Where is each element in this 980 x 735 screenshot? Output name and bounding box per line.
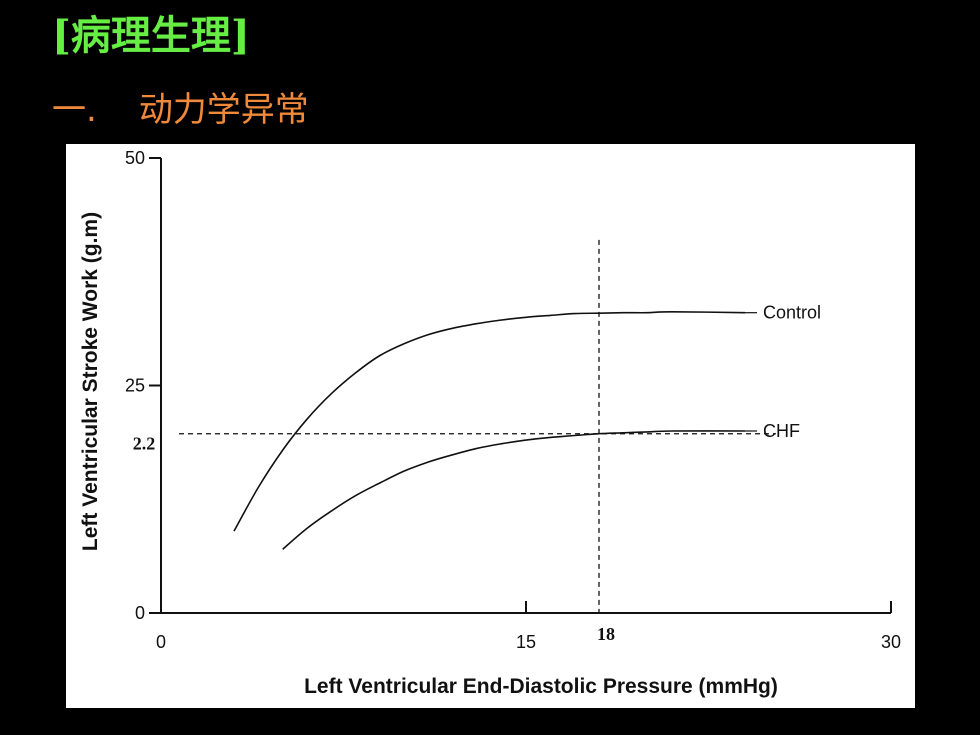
slide-title: [病理生理] [52,12,250,59]
chart-series [233,310,757,550]
series-label-control: Control [763,303,821,323]
series-label-chf: CHF [763,421,800,441]
series-line-control [233,310,746,532]
x-tick-label: 30 [881,632,901,652]
chart: 0 25 50 0 15 30 18 2.2 Control CHF Left Ventricul… [79,148,901,698]
y-axis-label: Left Ventricular Stroke Work (g.m) [79,212,102,551]
x-axis-label: Left Ventricular End-Diastolic Pressure … [304,675,778,698]
chart-panel: 0 25 50 0 15 30 18 2.2 Control CHF Left Ventricul… [66,144,915,708]
y-tick-label: 50 [125,148,145,168]
reference-guides [179,239,776,613]
subtitle-number: 一. [52,90,97,130]
series-line-chf [282,430,746,550]
y-tick-label: 25 [125,376,145,396]
subtitle-text: 动力学异常 [138,90,309,130]
x-tick-label: 15 [516,632,536,652]
y-reference-label: 2.2 [133,434,156,454]
chart-axes: 0 25 50 0 15 30 [125,148,901,652]
chart-labels: 18 2.2 Control CHF Left Ventricular End-Dias… [79,212,821,698]
slide-subtitle: 一. 动力学异常 [52,84,309,136]
x-reference-label: 18 [597,624,615,644]
x-tick-label: 0 [156,632,166,652]
y-tick-label: 0 [135,603,145,623]
